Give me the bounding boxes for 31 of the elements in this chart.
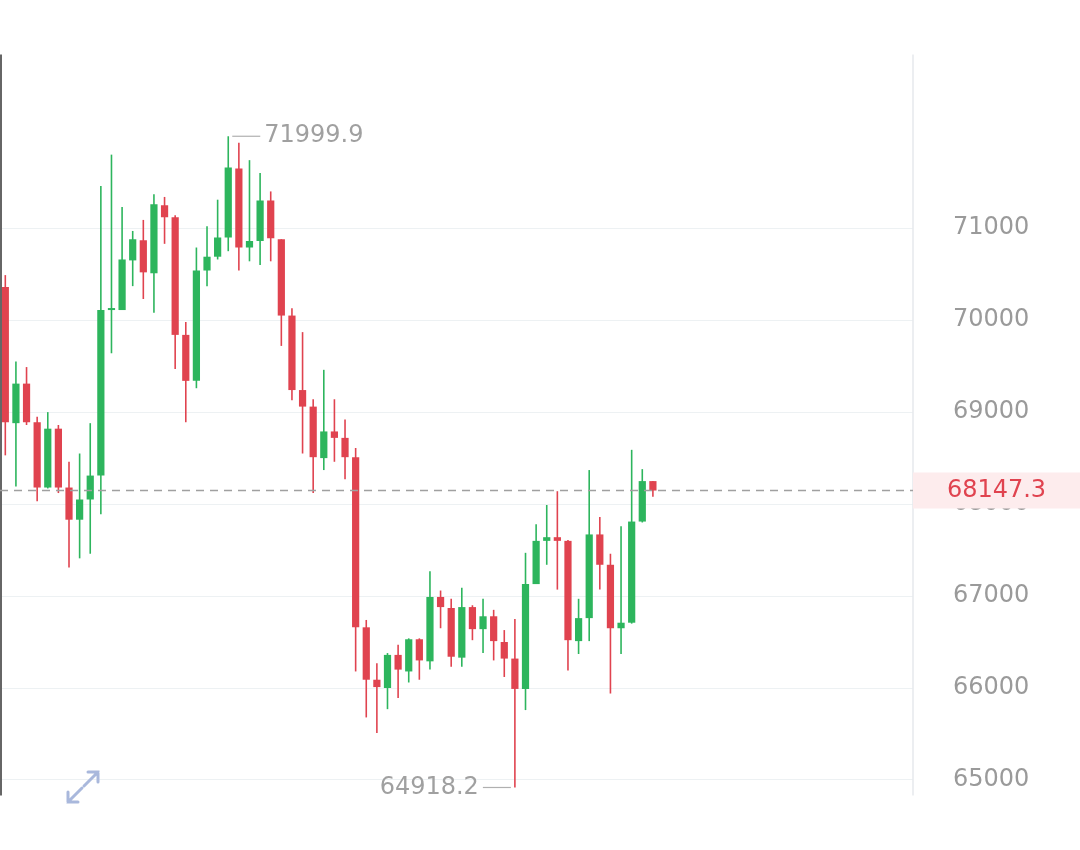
y-tick-label: 67000 — [953, 580, 1030, 609]
annotation: 71999.9 — [264, 120, 364, 149]
candlestick — [245, 159, 254, 263]
y-tick-label: 70000 — [953, 304, 1030, 333]
y-tick-label: 66000 — [953, 672, 1030, 701]
candlestick — [107, 153, 116, 355]
candlestick — [341, 418, 349, 481]
candlestick — [479, 598, 487, 654]
candlestick — [436, 589, 445, 630]
y-tick-label: 69000 — [953, 396, 1030, 425]
candlestick — [415, 637, 423, 681]
candlestick — [129, 230, 137, 287]
candlestick — [553, 490, 561, 591]
ref-line-label: 68147.3 — [946, 474, 1047, 503]
candlestick — [214, 198, 222, 261]
candlestick — [373, 662, 381, 734]
candlestick — [500, 629, 508, 678]
candlestick — [203, 225, 211, 287]
candlestick — [86, 422, 94, 555]
y-tick-label: 71000 — [953, 212, 1030, 241]
y-tick-label: 65000 — [953, 764, 1030, 793]
candlestick — [298, 331, 307, 455]
candlestick — [543, 504, 551, 566]
candlestick — [468, 604, 477, 641]
candlestick — [394, 643, 402, 699]
candlestick — [617, 525, 625, 655]
candlestick — [160, 196, 169, 245]
annotation: 64918.2 — [379, 771, 479, 800]
candlestick — [330, 398, 339, 463]
candlestick — [76, 452, 84, 560]
candlestick — [574, 598, 583, 655]
